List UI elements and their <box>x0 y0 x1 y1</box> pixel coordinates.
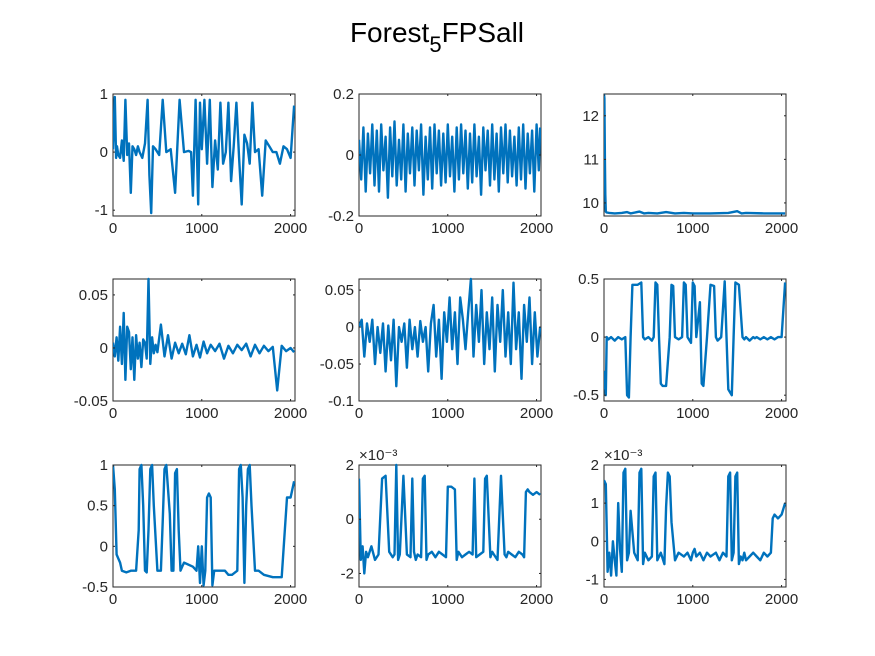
y-tick-label: 0.05 <box>79 287 108 304</box>
x-tick-label: 1000 <box>185 405 218 422</box>
figure-title-main: Forest <box>350 17 430 48</box>
x-tick-label: 1000 <box>431 220 464 237</box>
subplot-3: 0 1000 2000 10 11 12 <box>582 93 798 237</box>
y-tick-label: 0 <box>100 340 108 357</box>
subplot-5: 0 1000 2000 -0.1 -0.05 0 0.05 <box>320 277 553 422</box>
x-tick-label: 2000 <box>274 220 307 237</box>
series-line <box>604 467 786 577</box>
series-line <box>604 93 786 215</box>
figure-title-subscript: 5 <box>429 32 441 57</box>
x-tick-label: 1000 <box>676 220 709 237</box>
y-tick-label: 0 <box>100 538 108 555</box>
x-tick-label: 2000 <box>520 220 553 237</box>
y-tick-label: -0.2 <box>328 208 354 225</box>
axes-box <box>603 464 787 588</box>
y-tick-label: 2 <box>346 457 354 474</box>
y-tick-label: -0.5 <box>573 387 599 404</box>
x-tick-label: 1000 <box>431 591 464 608</box>
axes-box <box>358 464 542 588</box>
y-tick-label: 12 <box>582 108 599 125</box>
series-line <box>604 280 786 399</box>
y-tick-label: 0 <box>346 319 354 336</box>
x-tick-label: 0 <box>109 220 117 237</box>
y-exponent-label: ×10⁻³ <box>604 447 642 464</box>
y-tick-label: 1 <box>591 495 599 512</box>
x-tick-label: 0 <box>600 220 608 237</box>
axes-box <box>603 93 787 217</box>
x-tick-label: 2000 <box>765 220 798 237</box>
figure-title-rest: FPSall <box>442 17 524 48</box>
x-tick-label: 2000 <box>274 591 307 608</box>
x-tick-label: 1000 <box>185 591 218 608</box>
y-tick-label: 0.2 <box>333 86 354 103</box>
x-tick-label: 1000 <box>431 405 464 422</box>
x-tick-label: 1000 <box>185 220 218 237</box>
y-tick-label: 10 <box>582 195 599 212</box>
x-tick-label: 0 <box>600 591 608 608</box>
y-tick-label: 0.5 <box>578 271 599 288</box>
series-line <box>359 463 541 575</box>
series-line <box>359 277 541 388</box>
y-tick-label: -0.1 <box>328 393 354 410</box>
y-tick-label: 0.05 <box>325 282 354 299</box>
y-tick-label: 1 <box>100 86 108 103</box>
x-tick-label: 0 <box>355 591 363 608</box>
x-tick-label: 2000 <box>765 591 798 608</box>
x-tick-label: 2000 <box>274 405 307 422</box>
subplot-6: 0 1000 2000-0.500.5 <box>573 271 798 422</box>
y-tick-label: 0 <box>591 533 599 550</box>
series-line <box>113 277 295 392</box>
y-exponent-label: ×10⁻³ <box>359 447 397 464</box>
x-tick-label: 0 <box>109 591 117 608</box>
y-tick-label: 0 <box>346 147 354 164</box>
subplot-2: 0 1000 2000-0.200.2 <box>328 86 553 237</box>
subplot-1: 0 1000 2000-101 <box>95 86 308 237</box>
y-tick-label: 0 <box>100 144 108 161</box>
figure-title: Forest5FPSall <box>350 17 524 57</box>
x-tick-label: 2000 <box>765 405 798 422</box>
y-tick-label: 1 <box>100 457 108 474</box>
y-tick-label: 2 <box>591 457 599 474</box>
y-tick-label: -0.05 <box>74 393 108 410</box>
series-line <box>113 95 295 215</box>
y-tick-label: 0 <box>591 329 599 346</box>
y-tick-label: 11 <box>583 151 599 168</box>
y-tick-label: -0.5 <box>82 579 108 596</box>
y-tick-label: 0 <box>346 511 354 528</box>
y-tick-label: -1 <box>95 202 108 219</box>
subplot-7: 0 1000 2000-0.500.51 <box>82 457 307 608</box>
x-tick-label: 0 <box>600 405 608 422</box>
x-tick-label: 1000 <box>676 405 709 422</box>
x-tick-label: 2000 <box>520 591 553 608</box>
y-tick-label: -0.05 <box>320 356 354 373</box>
x-tick-label: 2000 <box>520 405 553 422</box>
series-line <box>359 120 541 199</box>
y-tick-label: -2 <box>341 565 354 582</box>
y-tick-label: -1 <box>586 571 599 588</box>
y-tick-label: 0.5 <box>87 498 108 515</box>
axes-box <box>112 278 296 402</box>
subplot-8: 0 1000 2000-202×10⁻³ <box>341 447 554 608</box>
series-line <box>113 463 295 587</box>
x-tick-label: 1000 <box>676 591 709 608</box>
x-tick-label: 0 <box>109 405 117 422</box>
x-tick-label: 0 <box>355 405 363 422</box>
x-tick-label: 0 <box>355 220 363 237</box>
